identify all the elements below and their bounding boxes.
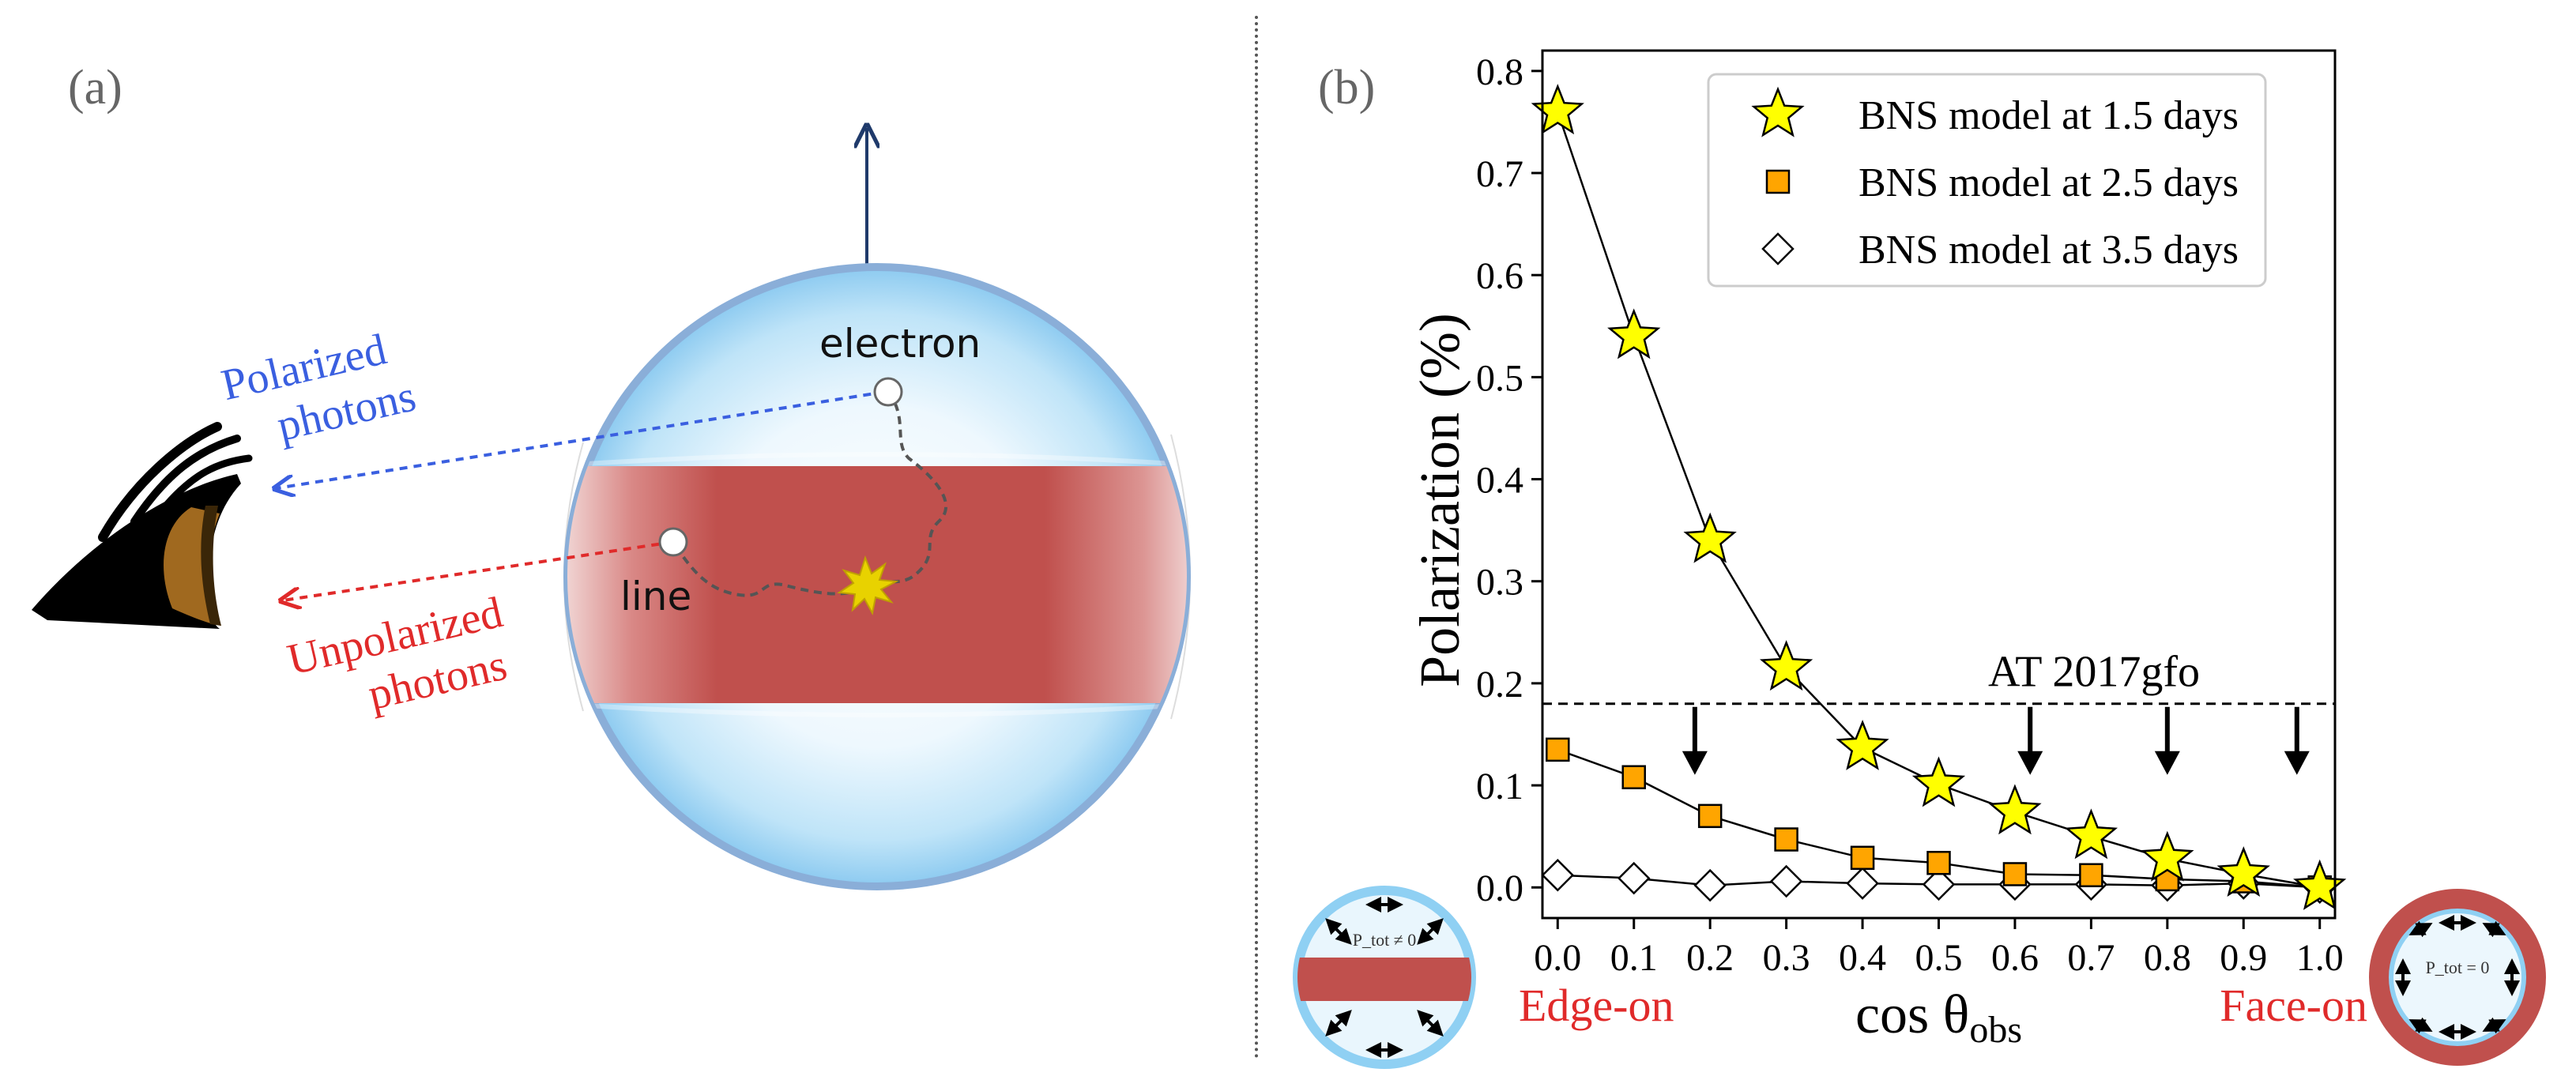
data-point-diamond <box>1693 868 1727 902</box>
data-point-square <box>1926 850 1951 875</box>
data-point-star <box>1531 84 1584 135</box>
legend-marker-star <box>1751 86 1805 137</box>
x-tick-label: 0.4 <box>1839 937 1886 979</box>
reference-line-label: AT 2017gfo <box>1988 648 2200 697</box>
face-inset-text: P_tot = 0 <box>2426 958 2490 977</box>
x-tick-label: 0.1 <box>1610 937 1658 979</box>
edge-on-label: Edge-on <box>1519 980 1674 1031</box>
electron-scatter-point <box>873 377 903 407</box>
x-tick-label: 0.6 <box>1991 937 2039 979</box>
data-point-star <box>1607 308 1661 359</box>
x-tick-label: 0.8 <box>2144 937 2191 979</box>
x-axis-label-main: cos θ <box>1855 984 1969 1045</box>
data-point-square <box>1850 845 1875 871</box>
panel-divider <box>1255 16 1258 1059</box>
data-point-square <box>1621 765 1646 789</box>
data-point-square <box>1697 803 1723 829</box>
x-tick-label: 0.0 <box>1534 937 1581 979</box>
y-tick-label: 0.5 <box>1476 357 1523 399</box>
eye-icon <box>32 422 253 629</box>
unpolarized-photon-path <box>283 540 674 600</box>
data-point-star <box>2064 808 2118 860</box>
face-on-label: Face-on <box>2220 980 2367 1031</box>
legend-label: BNS model at 3.5 days <box>1859 228 2239 273</box>
data-point-star <box>1683 512 1737 563</box>
legend-box <box>1707 73 2267 288</box>
y-tick-label: 0.1 <box>1476 766 1523 807</box>
legend-marker-square <box>1765 169 1791 194</box>
x-tick-label: 1.0 <box>2296 937 2344 979</box>
data-point-star <box>2141 830 2194 882</box>
data-point-square <box>2079 863 2103 887</box>
data-point-square <box>1774 827 1798 852</box>
data-point-square <box>2002 862 2028 886</box>
data-point-star <box>1911 756 1966 807</box>
edge-inset-text: P_tot ≠ 0 <box>1353 930 1417 950</box>
data-point-diamond <box>1846 867 1879 900</box>
upper-limit-arrowhead <box>1682 751 1708 775</box>
data-point-diamond <box>1922 867 1956 901</box>
x-tick-label: 0.5 <box>1915 937 1963 979</box>
legend-label: BNS model at 2.5 days <box>1859 160 2239 205</box>
y-tick-label: 0.0 <box>1476 867 1523 909</box>
legend-marker-diamond <box>1761 232 1795 265</box>
data-point-star <box>1988 784 2042 835</box>
data-point-star <box>2216 846 2270 897</box>
line-label: line <box>620 574 691 619</box>
x-axis-label: cos θobs <box>1855 984 2022 1051</box>
x-tick-label: 0.3 <box>1763 937 1810 979</box>
data-point-star <box>2293 859 2347 910</box>
y-tick-label: 0.3 <box>1476 562 1523 604</box>
x-tick-label: 0.7 <box>2067 937 2115 979</box>
y-tick-label: 0.7 <box>1476 153 1523 195</box>
upper-limit-arrowhead <box>2154 751 2180 775</box>
line-scatter-point <box>658 527 688 557</box>
upper-limit-arrowhead <box>2017 751 2043 775</box>
y-axis-label: Polarization (%) <box>1408 313 1471 687</box>
x-axis-label-sub: obs <box>1969 1009 2022 1051</box>
face-on-inset: P_tot = 0 <box>2369 889 2546 1066</box>
panel-a-label: (a) <box>68 61 122 115</box>
legend: BNS model at 1.5 days BNS model at 2.5 da… <box>1707 73 2267 288</box>
data-point-diamond <box>1541 858 1575 892</box>
upper-limit-arrowhead <box>2284 751 2310 775</box>
edge-on-inset: P_tot ≠ 0 <box>1293 886 1476 1069</box>
electron-label: electron <box>819 321 981 367</box>
data-point-square <box>1546 737 1570 762</box>
data-point-diamond <box>1617 861 1651 895</box>
data-point-star <box>1759 640 1813 691</box>
polarized-photon-path <box>277 390 886 488</box>
data-point-diamond <box>1769 864 1803 898</box>
y-tick-label: 0.6 <box>1476 255 1523 297</box>
legend-label: BNS model at 1.5 days <box>1859 93 2239 138</box>
emission-star-icon <box>837 555 899 615</box>
x-tick-label: 0.2 <box>1686 937 1734 979</box>
y-tick-label: 0.8 <box>1476 51 1523 93</box>
y-tick-label: 0.2 <box>1476 664 1523 706</box>
y-tick-label: 0.4 <box>1476 460 1523 502</box>
x-tick-label: 0.9 <box>2220 937 2267 979</box>
data-point-star <box>1836 719 1889 770</box>
panel-b-label: (b) <box>1318 61 1376 115</box>
panel-a-diagram: electron line Polarized photons Unpolari… <box>32 0 1191 890</box>
